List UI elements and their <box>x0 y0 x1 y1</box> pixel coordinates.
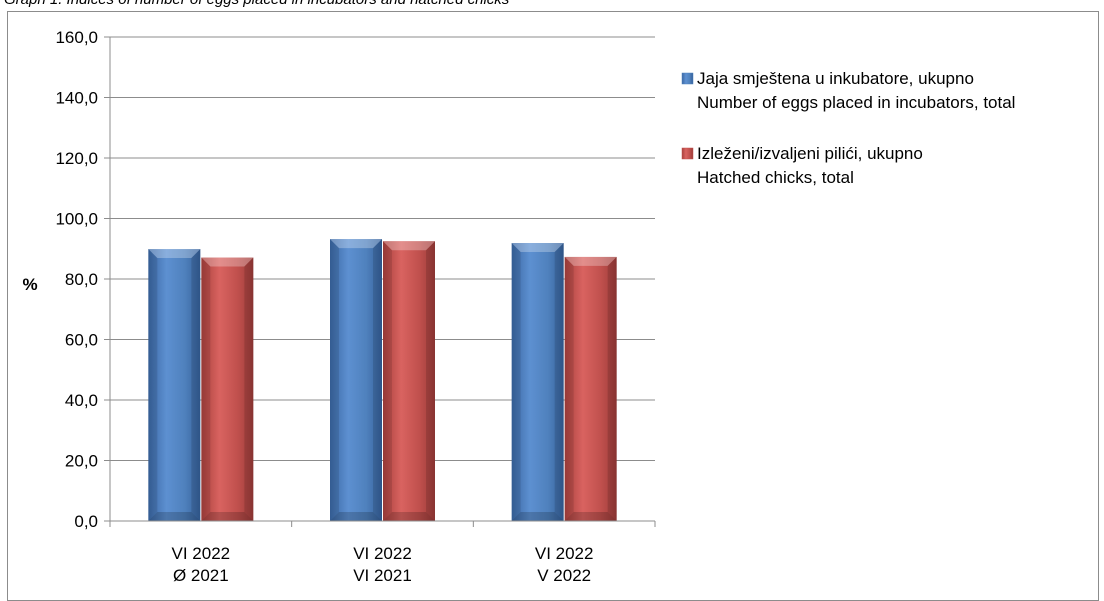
bar-bevel-right <box>607 256 617 521</box>
y-tick-label: 160,0 <box>55 28 98 47</box>
bar-bevel-right <box>244 257 254 521</box>
bar-bevel-bottom <box>511 512 564 521</box>
y-tick-label: 40,0 <box>65 391 98 410</box>
bar <box>564 256 617 521</box>
bar-body <box>201 257 254 521</box>
bar-bevel-right <box>191 249 201 522</box>
bar-bevel-left <box>148 249 158 522</box>
bar-bevel-right <box>554 243 564 521</box>
bar-body <box>511 243 564 521</box>
legend-swatch <box>681 147 694 160</box>
chart-caption: Graph 1. Indices of number of eggs place… <box>4 0 509 9</box>
legend-swatch <box>681 72 694 85</box>
bar <box>201 257 254 521</box>
bar-body <box>148 249 201 522</box>
bar-bevel-bottom <box>148 512 201 521</box>
bar-bevel-top <box>383 241 435 251</box>
bar-bevel-top <box>330 239 382 249</box>
y-tick-label: 80,0 <box>65 270 98 289</box>
bar-bevel-right <box>373 239 382 521</box>
bar <box>511 243 564 521</box>
bar <box>383 241 435 521</box>
bar-bevel-left <box>201 257 211 521</box>
y-tick-label: 120,0 <box>55 149 98 168</box>
bar <box>148 249 201 522</box>
bar-bevel-bottom <box>201 512 254 521</box>
y-tick-label: 60,0 <box>65 331 98 350</box>
bar-body <box>330 239 382 521</box>
legend-label: Jaja smještena u inkubatore, ukupno Numbe… <box>697 69 1015 112</box>
bar-bevel-bottom <box>330 512 382 521</box>
bar-bevel-top <box>201 257 254 267</box>
y-tick-label: 100,0 <box>55 210 98 229</box>
bar-bevel-left <box>383 241 392 521</box>
bar-bevel-bottom <box>564 512 617 521</box>
bar-bevel-right <box>426 241 435 521</box>
y-tick-label: 0,0 <box>74 512 98 531</box>
bar <box>330 239 382 521</box>
bar-body <box>383 241 435 521</box>
y-tick-label: 140,0 <box>55 89 98 108</box>
bar-bevel-bottom <box>383 512 435 521</box>
bar-bevel-top <box>564 256 617 266</box>
legend-label: Izleženi/izvaljeni pilići, ukupno Hatched… <box>697 144 923 187</box>
bar-body <box>564 256 617 521</box>
x-tick-label: VI 2022 V 2022 <box>535 544 594 585</box>
y-tick-label: 20,0 <box>65 452 98 471</box>
bar-bevel-left <box>511 243 521 521</box>
y-axis-label: % <box>22 275 37 294</box>
bar-bevel-left <box>330 239 339 521</box>
bar-bevel-top <box>511 243 564 253</box>
bar-bevel-top <box>148 249 201 259</box>
x-tick-label: VI 2022 Ø 2021 <box>172 544 231 585</box>
x-tick-label: VI 2022 VI 2021 <box>353 544 412 585</box>
legend-entry: Jaja smještena u inkubatore, ukupno Numbe… <box>681 69 1015 112</box>
bar-bevel-left <box>564 256 574 521</box>
legend-entry: Izleženi/izvaljeni pilići, ukupno Hatched… <box>681 144 923 187</box>
